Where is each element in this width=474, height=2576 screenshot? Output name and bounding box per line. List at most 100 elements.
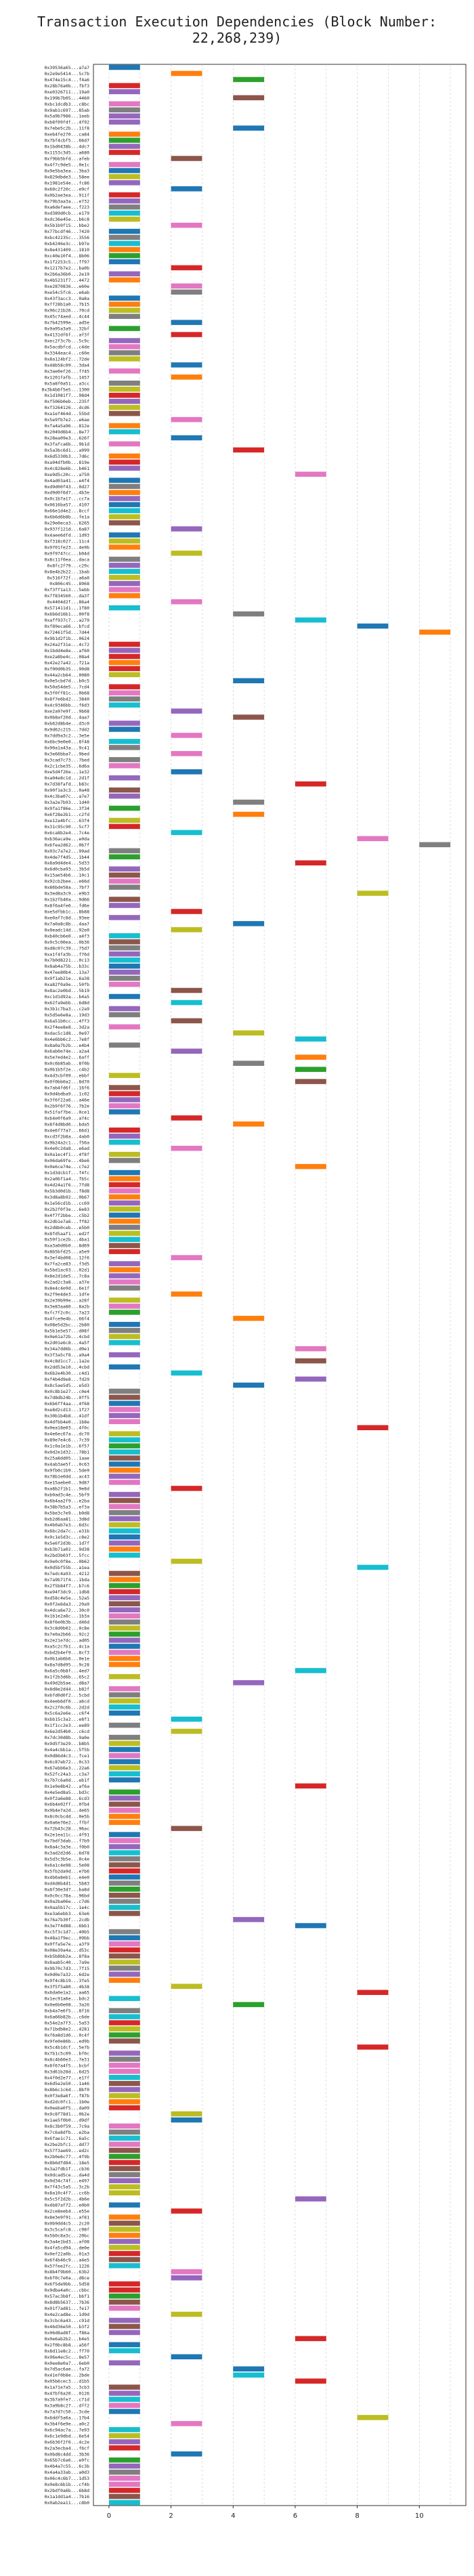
transaction-bar [108,957,140,963]
y-tick-label: 0x8e3e9f91...af81 [44,2215,89,2220]
y-tick-label: 0x8b6c1c6d...8bf0 [44,2087,89,2092]
transaction-bar [108,745,140,750]
y-tick-label: 0x2bd3b03f...5fcc [44,1553,89,1558]
transaction-bar [108,101,140,107]
y-tick-label: 0xb4e0f6a9...a74c [44,1115,89,1121]
transaction-bar [108,532,140,538]
transaction-bar [108,641,140,647]
y-tick-label: 0x8c4b60e3...7e31 [44,2057,89,2062]
y-tick-label: 0x8c11f0ea...daca [44,557,89,562]
transaction-bar [171,320,202,325]
plot-frame [93,64,467,2506]
transaction-bar [108,2257,140,2262]
transaction-bar [108,884,140,890]
y-tick-label: 0x2be2bfc1...dd77 [44,2142,89,2147]
y-tick-label: 0xe0326711...19a0 [44,89,89,95]
y-tick-label: 0x6b2e4b30...c4d1 [44,1371,89,1376]
y-tick-label: 0x6e2d54b0...c6cd [44,1729,89,1734]
y-tick-label: 0x6fea2d62...0b7f [44,842,89,848]
transaction-bar [233,1121,265,1127]
y-tick-label: 0x0a2ba06e...c7d6 [44,1899,89,1904]
y-tick-label: 0x0e5cbd7d...b0c5 [44,679,89,684]
transaction-bar [108,684,140,689]
transaction-bar [171,2354,202,2360]
transaction-bar [357,623,389,629]
transaction-bar [108,326,140,331]
transaction-bar [108,2409,140,2414]
y-tick-label: 0x8f4d8bd6...bda5 [44,1121,89,1127]
transaction-bar [171,526,202,532]
transaction-bar [108,216,140,222]
y-tick-label: 0xa94dfb0b...819e [44,460,89,465]
transaction-bar [108,1862,140,1868]
transaction-bar [108,2190,140,2195]
y-tick-label: 0x3ed8a3c9...e9b3 [44,891,89,897]
transaction-bar [108,113,140,119]
transaction-bar [108,915,140,920]
y-tick-label: 0x3fafca6b...9b1d [44,442,89,447]
transaction-bar [171,222,202,228]
transaction-bar [108,338,140,343]
y-tick-label: 0x90f1e3c3...0a48 [44,788,89,793]
y-tick-label: 0x4f7f2bbe...c5b2 [44,1213,89,1218]
transaction-bar [108,1480,140,1485]
transaction-bar [108,2233,140,2238]
y-tick-label: 0x8f6e0b3b...d46d [44,1620,89,1625]
y-tick-label: 0x0d2e1d32...78b1 [44,1450,89,1455]
y-tick-label: 0x6bc9e0e0...8f48 [44,739,89,744]
transaction-bar [171,1048,202,1054]
y-tick-label: 0xbc42235c...3556 [44,235,89,240]
y-tick-label: 0xa1f4fa3b...f76d [44,951,89,957]
y-tick-label: 0x1d3dcb1f...f4fc [44,1170,89,1176]
y-tick-label: 0x1217b7e2...ba0b [44,265,89,271]
y-tick-label: 0x6a66b82b...c6de [44,2015,89,2020]
y-tick-label: 0x89e7e4c6...7c39 [44,1438,89,1443]
transaction-bar [108,2433,140,2439]
transaction-bar [108,1139,140,1145]
y-tick-label: 0x6a51b0cc...4ff3 [44,1018,89,1024]
transaction-bar [108,1977,140,1983]
transaction-bar [295,1036,326,1042]
transaction-bar [108,1285,140,1291]
transaction-bar [295,2196,326,2202]
y-tick-label: 0x3f5f5a80...4b38 [44,1984,89,1990]
transaction-bar [108,350,140,356]
y-tick-label: 0xb0ad3c4e...5bf9 [44,1492,89,1497]
y-tick-label: 0x2e1ea11c...4f91 [44,1832,89,1838]
transaction-bar [108,2499,140,2506]
transaction-bar [108,2069,140,2074]
y-tick-label: 0x4e6ec67a...dc70 [44,1432,89,1437]
transaction-bar [108,1224,140,1230]
transaction-bar [108,2105,140,2111]
transaction-bar [233,611,265,617]
y-tick-label: 0x7d8db24b...0ff5 [44,1395,89,1400]
transaction-bar [108,1540,140,1546]
y-tick-label: 0xd389d0cb...e179 [44,211,89,216]
transaction-bar [108,484,140,490]
transaction-bar [108,240,140,246]
transaction-bar [108,2348,140,2354]
y-tick-label: 0xe8d2cd13...1f27 [44,1407,89,1413]
transaction-bar [171,830,202,836]
y-tick-label: 0x3a2e7b93...1d40 [44,800,89,805]
transaction-bar [108,441,140,447]
transaction-bar [108,1237,140,1243]
y-tick-label: 0x9a95a3a9...32bf [44,326,89,332]
y-tick-label: 0x8ab4a75b...b33c [44,964,89,969]
y-tick-label: 0x7a7d7c50...3cde [44,2409,89,2415]
y-tick-label: 0x4e6f77a7...66d1 [44,1128,89,1133]
y-tick-label: 0x96e4ec5c...8e57 [44,2355,89,2360]
y-tick-label: 0x8f67a4f5...bcbf [44,2063,89,2068]
transaction-bar [108,817,140,823]
transaction-bar [295,2378,326,2384]
y-tick-label: 0xf89eca66...bfcd [44,624,89,629]
transaction-bar [108,1674,140,1679]
transaction-bar [108,1650,140,1655]
y-tick-label: 0x0b8af20d...4aa7 [44,715,89,721]
y-tick-label: 0x7dc30d8b...9a0e [44,1735,89,1740]
y-tick-label: 0xf6a8d1d6...0c4f [44,2033,89,2038]
transaction-bar [108,150,140,155]
transaction-bar [108,198,140,204]
y-tick-label: 0x8d11e8c2...ff70 [44,2348,89,2354]
y-tick-label: 0x4a4a33ab...a0d3 [44,2470,89,2475]
